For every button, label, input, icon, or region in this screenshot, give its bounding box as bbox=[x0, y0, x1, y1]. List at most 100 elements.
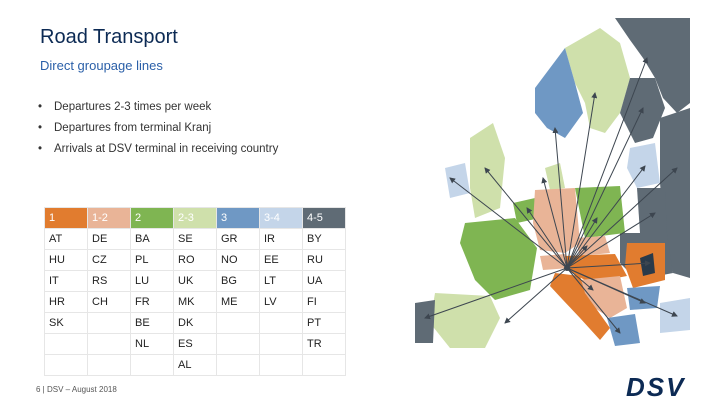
country-code-cell: DK bbox=[173, 312, 217, 334]
country-code-cell: BG bbox=[216, 270, 260, 292]
map-region-greece bbox=[607, 314, 640, 346]
country-code-cell: HU bbox=[44, 249, 88, 271]
country-code-cell: NL bbox=[130, 333, 174, 355]
frequency-header-cell: 2 bbox=[130, 207, 174, 229]
country-code-cell: FI bbox=[302, 291, 346, 313]
bullet-dot-icon: • bbox=[38, 143, 43, 155]
bullet-list: • Departures 2-3 times per week • Departur… bbox=[38, 100, 278, 163]
dsv-logo-text: DSV bbox=[626, 374, 686, 400]
route-arrow bbox=[566, 92, 598, 269]
country-code-cell: GR bbox=[216, 228, 260, 250]
map-region-russia-north bbox=[615, 18, 690, 113]
country-code-cell: HR bbox=[44, 291, 88, 313]
route-arrow bbox=[566, 165, 646, 269]
route-arrow bbox=[484, 167, 568, 269]
route-arrow bbox=[566, 260, 651, 269]
frequency-header-cell: 3 bbox=[216, 207, 260, 229]
map-region-france bbox=[460, 218, 537, 300]
country-code-cell: SE bbox=[173, 228, 217, 250]
route-arrows bbox=[424, 57, 678, 334]
map-region-italy bbox=[550, 273, 610, 340]
country-code-cell: BE bbox=[130, 312, 174, 334]
country-code-cell: NO bbox=[216, 249, 260, 271]
route-arrow bbox=[541, 177, 568, 269]
page-title: Road Transport bbox=[40, 26, 178, 48]
map-region-switzerland bbox=[540, 254, 570, 270]
route-arrow bbox=[566, 212, 656, 269]
table-row: AL bbox=[44, 354, 346, 376]
country-code-cell: PT bbox=[302, 312, 346, 334]
route-arrow bbox=[526, 207, 568, 269]
map-region-ireland bbox=[445, 163, 470, 198]
map-region-spain bbox=[430, 293, 500, 348]
map-region-belarus bbox=[637, 188, 667, 233]
map-region-bulgaria bbox=[627, 286, 660, 310]
map-region-sweden bbox=[565, 28, 630, 133]
country-code-cell bbox=[87, 333, 131, 355]
country-code-cell: FR bbox=[130, 291, 174, 313]
country-code-cell: IT bbox=[44, 270, 88, 292]
route-arrow bbox=[449, 177, 568, 269]
country-code-cell: ES bbox=[173, 333, 217, 355]
country-code-cell bbox=[302, 354, 346, 376]
europe-map bbox=[415, 18, 690, 348]
country-code-cell: DE bbox=[87, 228, 131, 250]
country-code-cell: IR bbox=[259, 228, 303, 250]
dsv-logo: DSV bbox=[626, 374, 686, 400]
country-code-cell: CZ bbox=[87, 249, 131, 271]
country-code-cell: MK bbox=[173, 291, 217, 313]
country-code-cell bbox=[259, 312, 303, 334]
table-row: AT DE BA SE GR IR BY bbox=[44, 228, 346, 250]
route-arrow bbox=[566, 217, 598, 269]
country-code-cell: LT bbox=[259, 270, 303, 292]
country-code-cell bbox=[216, 354, 260, 376]
footer-text: 6 | DSV – August 2018 bbox=[36, 385, 117, 394]
country-code-cell: LU bbox=[130, 270, 174, 292]
bullet-text: Arrivals at DSV terminal in receiving co… bbox=[54, 143, 279, 155]
route-arrow bbox=[504, 267, 568, 324]
country-code-cell: CH bbox=[87, 291, 131, 313]
map-region-russia bbox=[660, 108, 690, 278]
map-region-portugal bbox=[415, 300, 435, 343]
table-row: NL ES TR bbox=[44, 333, 346, 355]
route-arrow bbox=[566, 267, 594, 291]
frequency-header-cell: 1 bbox=[44, 207, 88, 229]
country-code-cell bbox=[87, 354, 131, 376]
map-region-austria-hungary bbox=[565, 254, 627, 283]
bullet-item: • Arrivals at DSV terminal in receiving c… bbox=[38, 142, 278, 163]
country-code-cell: ME bbox=[216, 291, 260, 313]
kranj-terminal-marker bbox=[564, 265, 570, 271]
country-code-cell: LV bbox=[259, 291, 303, 313]
frequency-table: 1 1-2 2 2-3 3 3-4 4-5 AT DE BA SE GR IR BY HU CZ PL RO NO E… bbox=[44, 207, 346, 376]
country-code-cell: AL bbox=[173, 354, 217, 376]
table-row: HR CH FR MK ME LV FI bbox=[44, 291, 346, 313]
bullet-dot-icon: • bbox=[38, 122, 43, 134]
country-code-cell bbox=[216, 333, 260, 355]
page-subtitle: Direct groupage lines bbox=[40, 58, 163, 73]
country-code-cell: AT bbox=[44, 228, 88, 250]
frequency-header-cell: 2-3 bbox=[173, 207, 217, 229]
country-code-cell: RU bbox=[302, 249, 346, 271]
country-code-cell: RO bbox=[173, 249, 217, 271]
route-arrow bbox=[566, 107, 644, 269]
map-region-norway bbox=[535, 48, 583, 138]
country-code-cell: RS bbox=[87, 270, 131, 292]
bullet-item: • Departures 2-3 times per week bbox=[38, 100, 278, 121]
country-code-cell bbox=[130, 354, 174, 376]
country-code-cell bbox=[259, 333, 303, 355]
country-code-cell: UK bbox=[173, 270, 217, 292]
bullet-dot-icon: • bbox=[38, 101, 43, 113]
table-row: SK BE DK PT bbox=[44, 312, 346, 334]
table-row: HU CZ PL RO NO EE RU bbox=[44, 249, 346, 271]
table-row: IT RS LU UK BG LT UA bbox=[44, 270, 346, 292]
bullet-item: • Departures from terminal Kranj bbox=[38, 121, 278, 142]
route-arrow bbox=[424, 267, 568, 320]
route-arrow bbox=[566, 267, 678, 317]
map-region-germany bbox=[533, 188, 580, 253]
frequency-header-cell: 1-2 bbox=[87, 207, 131, 229]
country-code-cell: TR bbox=[302, 333, 346, 355]
country-code-cell: BA bbox=[130, 228, 174, 250]
route-arrow bbox=[566, 245, 588, 269]
bullet-text: Departures from terminal Kranj bbox=[54, 122, 212, 134]
country-code-cell: PL bbox=[130, 249, 174, 271]
